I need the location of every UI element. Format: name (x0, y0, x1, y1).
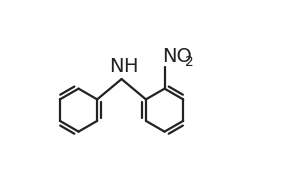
Text: H: H (123, 57, 137, 76)
Text: N: N (109, 57, 124, 76)
Text: NO: NO (163, 46, 193, 66)
Text: 2: 2 (185, 55, 194, 69)
